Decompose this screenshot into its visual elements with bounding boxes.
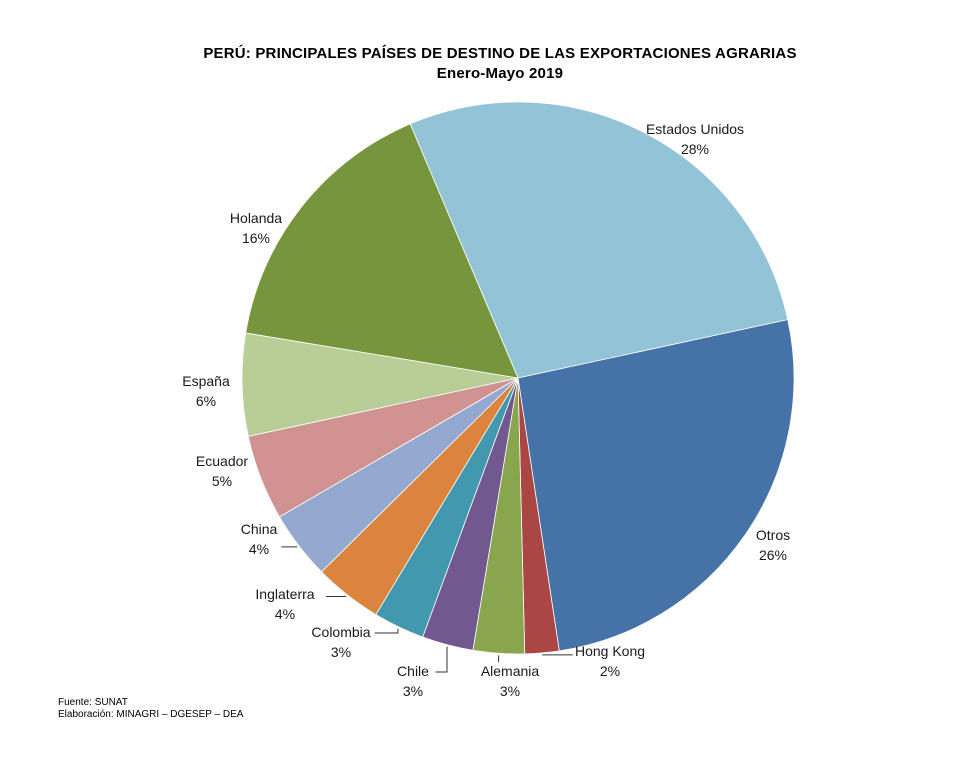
pie-slices [241, 101, 795, 655]
slice-label-name: China [241, 521, 278, 537]
chart-title-block: PERÚ: PRINCIPALES PAÍSES DE DESTINO DE L… [0, 44, 980, 84]
slice-label-value: 4% [249, 541, 269, 557]
slice-label-name: Alemania [481, 663, 540, 679]
slice-label-value: 5% [212, 473, 232, 489]
slice-label-value: 3% [500, 683, 520, 699]
slice-label-name: Estados Unidos [646, 121, 744, 137]
slice-label-name: Hong Kong [575, 643, 645, 659]
slice-label-name: Otros [756, 527, 790, 543]
leader-line-chile [435, 646, 448, 673]
chart-title: PERÚ: PRINCIPALES PAÍSES DE DESTINO DE L… [203, 45, 797, 62]
slice-label-colombia: Colombia 3% [311, 624, 370, 660]
slice-label-name: Ecuador [196, 453, 248, 469]
chart-footer: Fuente: SUNAT Elaboración: MINAGRI – DGE… [58, 697, 243, 721]
pie-slice-otros [517, 319, 795, 652]
slice-label-estados-unidos: Estados Unidos 28% [646, 121, 744, 157]
slice-label-value: 3% [331, 644, 351, 660]
slice-label-value: 3% [403, 683, 423, 699]
pie-slice-holanda [245, 123, 519, 379]
leader-lines [281, 546, 573, 673]
slice-label-value: 4% [275, 606, 295, 622]
slice-label-chile: Chile 3% [397, 663, 429, 699]
slice-label-value: 16% [242, 230, 270, 246]
slice-label-value: 28% [681, 141, 709, 157]
chart-subtitle: Enero-Mayo 2019 [436, 65, 564, 82]
leader-line-colombia [374, 628, 399, 634]
footer-credit: Elaboración: MINAGRI – DGESEP – DEA [58, 709, 244, 720]
slice-label-name: Colombia [311, 624, 370, 640]
footer-source: Fuente: SUNAT [58, 697, 128, 708]
slice-label-otros: Otros 26% [756, 527, 790, 563]
slice-label-value: 26% [759, 547, 787, 563]
slice-labels: Estados Unidos 28% Otros 26% Hong Kong 2% Alem… [182, 121, 790, 699]
slice-label-name: Holanda [230, 210, 282, 226]
slice-label-name: Inglaterra [255, 586, 314, 602]
slice-label-china: China 4% [241, 521, 278, 557]
slice-label-name: España [182, 373, 230, 389]
slice-label-value: 2% [600, 663, 620, 679]
slice-label-alemania: Alemania 3% [481, 663, 540, 699]
slice-label-ecuador: Ecuador 5% [196, 453, 248, 489]
pie-slice-estados-unidos [409, 101, 789, 379]
slice-label-inglaterra: Inglaterra 4% [255, 586, 314, 622]
slice-label-hong-kong: Hong Kong 2% [575, 643, 645, 679]
slice-label-value: 6% [196, 393, 216, 409]
slice-label-name: Chile [397, 663, 429, 679]
slice-label-espana: España 6% [182, 373, 230, 409]
slice-label-holanda: Holanda 16% [230, 210, 282, 246]
